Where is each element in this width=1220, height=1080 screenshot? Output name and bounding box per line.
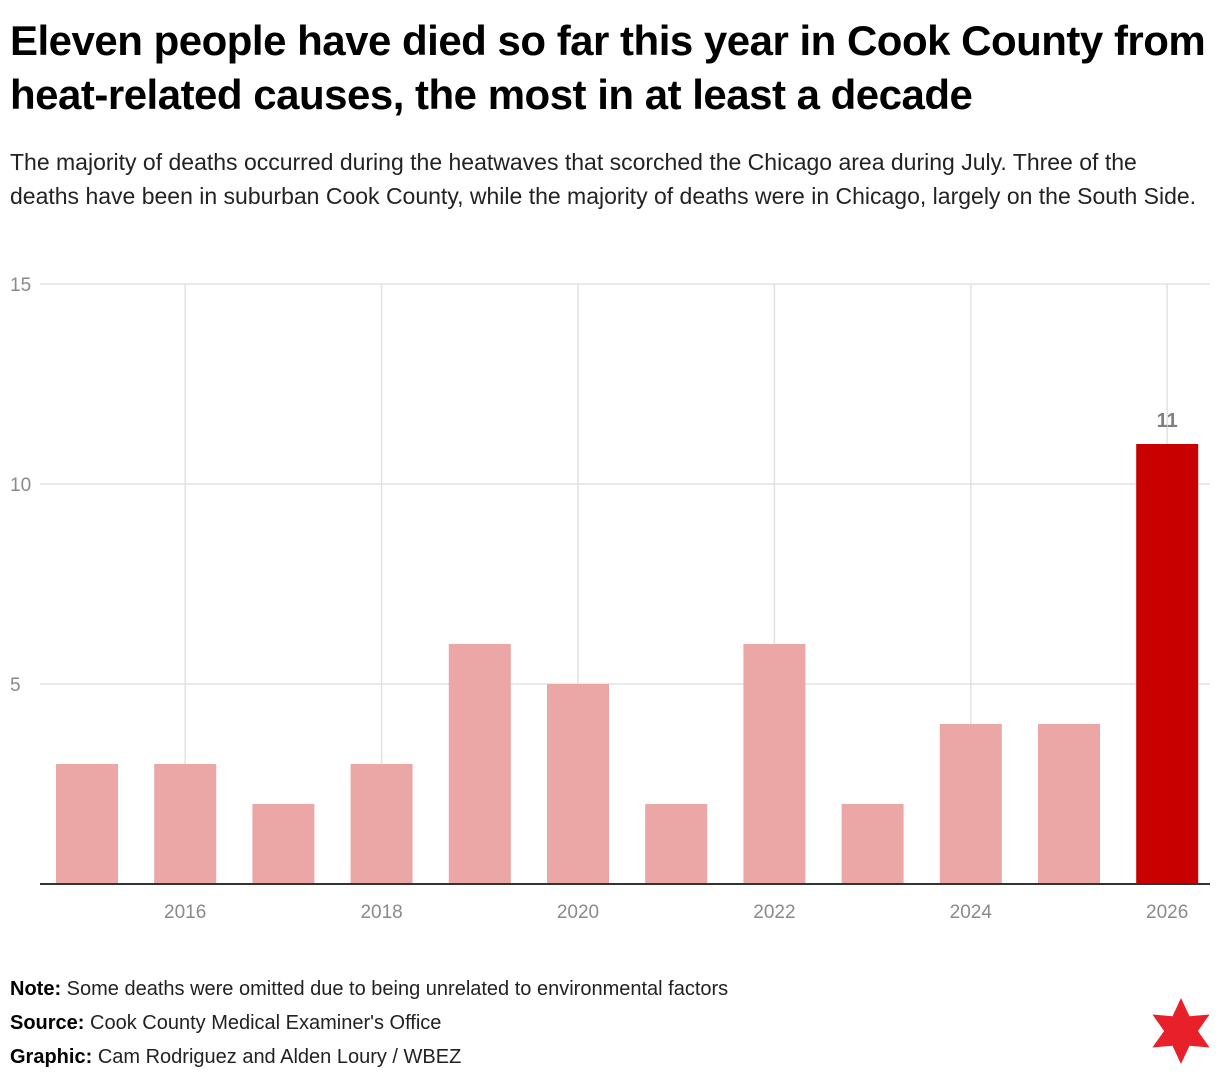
x-tick-label: 2024: [950, 902, 993, 923]
footer-graphic: Graphic: Cam Rodriguez and Alden Loury /…: [10, 1044, 1110, 1070]
bar: [350, 764, 413, 884]
bar: [154, 764, 217, 884]
chart-subtitle: The majority of deaths occurred during t…: [10, 149, 1197, 209]
footer-source: Source: Cook County Medical Examiner's O…: [10, 1010, 1110, 1036]
bar: [448, 644, 511, 884]
source-text: Cook County Medical Examiner's Office: [90, 1012, 442, 1034]
y-tick-label: 5: [10, 675, 21, 696]
bar: [841, 804, 904, 884]
x-tick-label: 2018: [360, 902, 402, 923]
grid-lines: [40, 283, 1210, 884]
labels: 5 10 15 2016 2018 2020 2022 2024 2026 11: [10, 275, 1210, 923]
graphic-text: Cam Rodriguez and Alden Loury / WBEZ: [97, 1046, 462, 1068]
bar: [1136, 444, 1199, 884]
bar: [56, 764, 118, 884]
bars: [56, 444, 1199, 884]
bar: [939, 724, 1002, 884]
note-label: Note:: [10, 978, 62, 1000]
x-tick-label: 2020: [557, 902, 599, 923]
footer-note: Note: Some deaths were omitted due to be…: [10, 976, 1110, 1002]
x-tick-label: 2016: [164, 902, 206, 923]
chart-title: Eleven people have died so far this year…: [10, 17, 1206, 118]
graphic-label: Graphic:: [10, 1046, 93, 1068]
y-tick-label: 15: [10, 275, 31, 296]
bar: [743, 644, 806, 884]
source-label: Source:: [10, 1012, 85, 1034]
bar-chart: 5 10 15 2016 2018 2020 2022 2024 2026 11: [10, 275, 1210, 923]
bar: [252, 804, 315, 884]
six-pointed-star-icon: [1152, 998, 1210, 1064]
bar-value-label: 11: [1157, 410, 1178, 432]
y-tick-label: 10: [10, 475, 31, 496]
note-text: Some deaths were omitted due to being un…: [66, 978, 729, 1000]
bar: [645, 804, 708, 884]
x-tick-label: 2026: [1146, 902, 1188, 923]
x-tick-label: 2022: [753, 902, 795, 923]
bar: [1038, 724, 1100, 884]
bar: [547, 684, 609, 884]
